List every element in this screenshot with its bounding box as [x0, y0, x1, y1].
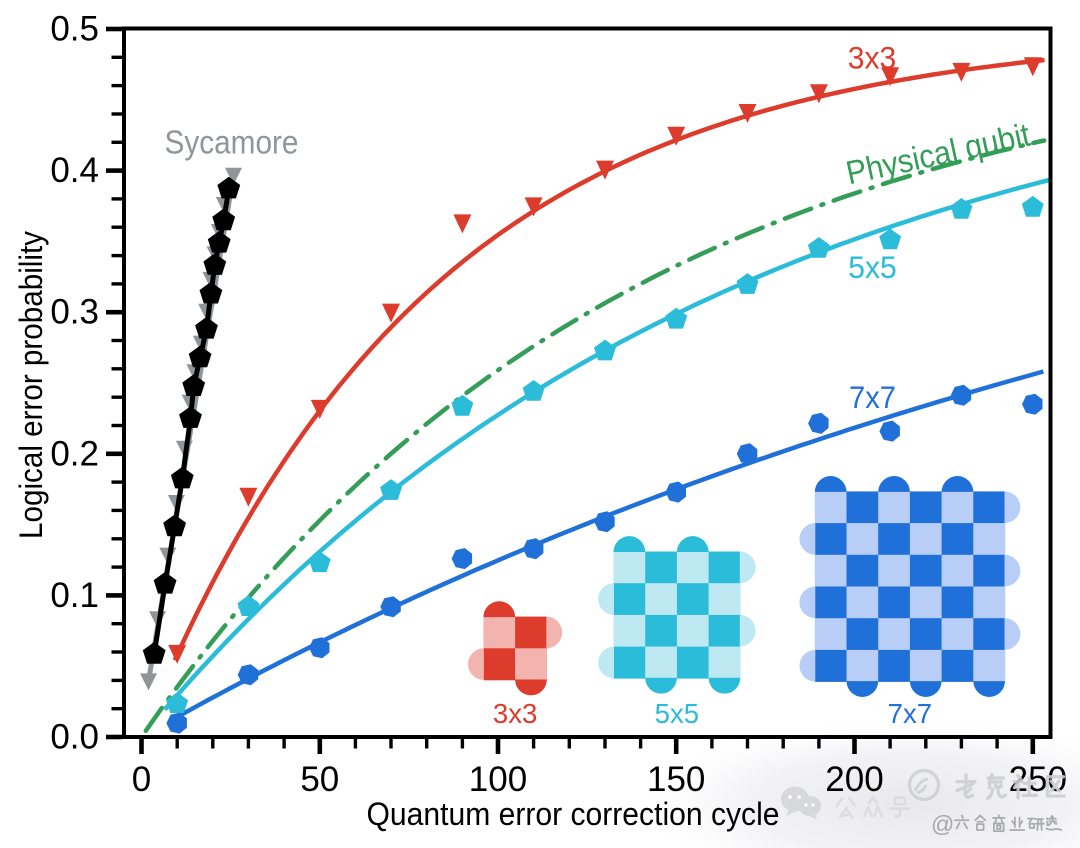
svg-text:Logical error probability: Logical error probability [13, 231, 49, 539]
svg-text:150: 150 [647, 760, 705, 799]
svg-text:Quantum error correction cycle: Quantum error correction cycle [367, 796, 780, 832]
svg-text:0.3: 0.3 [50, 293, 99, 332]
svg-text:@: @ [931, 811, 954, 837]
svg-text:5x5: 5x5 [848, 249, 897, 285]
svg-text:0.0: 0.0 [50, 718, 99, 757]
svg-text:0.1: 0.1 [50, 576, 99, 615]
svg-text:0.2: 0.2 [50, 434, 99, 473]
svg-text:50: 50 [300, 760, 339, 799]
svg-text:7x7: 7x7 [888, 698, 933, 729]
svg-text:3x3: 3x3 [848, 40, 897, 76]
svg-text:0.4: 0.4 [50, 151, 99, 190]
svg-text:3x3: 3x3 [493, 698, 538, 729]
svg-text:5x5: 5x5 [655, 698, 700, 729]
svg-text:0: 0 [132, 760, 151, 799]
svg-text:7x7: 7x7 [849, 379, 896, 415]
svg-text:100: 100 [469, 760, 527, 799]
svg-text:0.5: 0.5 [50, 10, 99, 49]
svg-text:200: 200 [825, 760, 883, 799]
svg-text:Sycamore: Sycamore [165, 124, 299, 161]
